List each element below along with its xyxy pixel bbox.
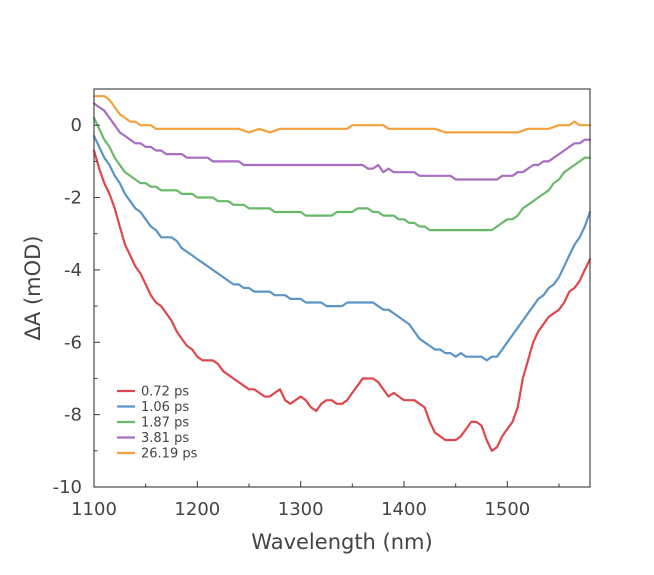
x-axis-label: Wavelength (nm)	[251, 530, 432, 554]
y-tick-label: -2	[64, 188, 82, 209]
x-tick-label: 1200	[174, 499, 220, 520]
legend-entry-label: 0.72 ps	[141, 385, 189, 400]
legend-entry-label: 26.19 ps	[141, 447, 198, 462]
x-tick-label: 1500	[484, 499, 530, 520]
y-tick-label: 0	[71, 115, 82, 136]
series-line	[92, 149, 592, 452]
y-tick-label: -4	[64, 260, 82, 281]
series-line	[92, 134, 592, 362]
legend-entry-label: 1.87 ps	[141, 416, 189, 431]
legend-entry-label: 1.06 ps	[141, 400, 189, 415]
plot-frame	[93, 88, 591, 488]
x-tick-label: 1300	[278, 499, 324, 520]
series-line	[92, 116, 592, 232]
y-axis-ticks: 0 -2 -4 -6 -8 -10	[53, 88, 100, 498]
x-tick-label: 1100	[71, 499, 117, 520]
series-line	[92, 102, 592, 181]
legend-entry-label: 3.81 ps	[141, 431, 189, 446]
series-line	[92, 95, 592, 134]
y-axis-label: ΔA (mOD)	[21, 236, 45, 341]
y-tick-label: -8	[64, 405, 82, 426]
y-tick-label: -6	[64, 332, 82, 353]
x-tick-label: 1400	[381, 499, 427, 520]
plot-area	[92, 95, 592, 452]
y-tick-label: -10	[53, 477, 82, 498]
x-axis-ticks: 1100 1200 1300 1400 1500	[71, 481, 560, 520]
